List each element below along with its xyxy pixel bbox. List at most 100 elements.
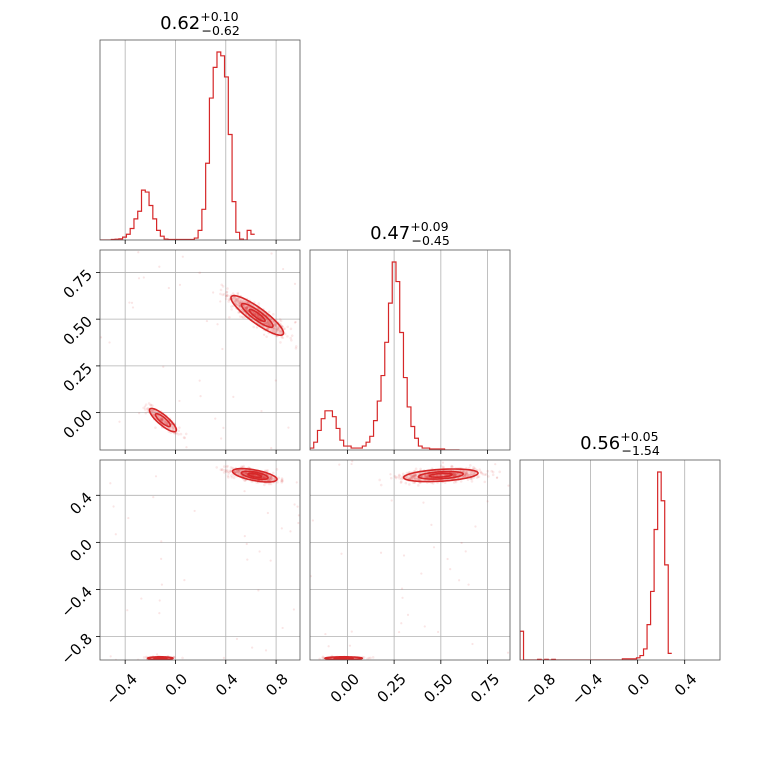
- sample-point: [222, 471, 226, 474]
- sample-point: [231, 297, 235, 300]
- panel-content: [109, 464, 300, 660]
- sample-point: [228, 316, 231, 319]
- sample-point: [245, 308, 249, 312]
- sample-point: [400, 622, 403, 625]
- histogram-step-line: [310, 261, 460, 450]
- title-lower-error: −1.54: [622, 443, 660, 458]
- sample-point: [441, 461, 445, 464]
- sample-point: [266, 321, 270, 325]
- sample-point: [236, 300, 239, 304]
- sample-point: [281, 479, 284, 483]
- sample-point: [161, 417, 165, 421]
- sample-point: [464, 474, 467, 478]
- sample-point: [222, 465, 226, 468]
- sample-point: [454, 472, 458, 475]
- sample-point: [422, 501, 425, 504]
- sample-point: [465, 471, 469, 474]
- sample-point: [227, 300, 230, 303]
- sample-point: [214, 417, 217, 420]
- sample-point: [470, 473, 474, 477]
- sample-point: [487, 475, 490, 478]
- sample-point: [179, 432, 183, 436]
- sample-point: [452, 474, 455, 477]
- sample-point: [297, 514, 300, 517]
- sample-point: [225, 468, 229, 472]
- sample-point: [264, 322, 268, 326]
- sample-point: [221, 468, 224, 472]
- histogram-panel-0: 0.62+0.10 −0.62: [99, 9, 301, 244]
- sample-point: [182, 436, 186, 439]
- sample-point: [237, 469, 241, 473]
- sample-point: [215, 466, 219, 469]
- sample-point: [266, 327, 269, 331]
- sample-point: [397, 473, 401, 477]
- sample-point: [270, 447, 273, 450]
- sample-point: [263, 321, 267, 325]
- sample-point: [263, 483, 266, 487]
- sample-point: [286, 335, 289, 338]
- sample-point: [405, 471, 409, 475]
- sample-point: [233, 297, 237, 301]
- sample-point: [470, 477, 474, 481]
- sample-point: [108, 341, 111, 344]
- sample-point: [466, 472, 469, 476]
- sample-point: [230, 474, 233, 477]
- sample-point: [468, 473, 471, 477]
- x-tick-label: 0.75: [467, 670, 503, 706]
- sample-point: [393, 474, 397, 478]
- sample-point: [311, 519, 315, 522]
- sample-point: [425, 475, 428, 478]
- sample-point: [244, 307, 247, 311]
- sample-point: [272, 329, 276, 333]
- sample-point: [226, 474, 230, 478]
- sample-point: [263, 476, 266, 479]
- sample-point: [275, 328, 279, 332]
- sample-point: [413, 477, 417, 480]
- sample-point: [262, 325, 266, 329]
- sample-point: [414, 477, 418, 481]
- sample-point: [230, 308, 233, 311]
- sample-point: [350, 630, 353, 633]
- sample-point: [160, 583, 164, 586]
- sample-point: [221, 285, 225, 288]
- sample-point: [424, 474, 427, 478]
- sample-point: [238, 304, 242, 308]
- sample-point: [238, 303, 241, 307]
- scatter-panel-0-1: 0.00 0.25 0.50 0.75: [60, 249, 301, 454]
- sample-point: [193, 509, 196, 513]
- sample-point: [236, 299, 240, 303]
- panel-frame: [99, 459, 301, 661]
- sample-point: [266, 321, 270, 325]
- sample-point: [280, 527, 283, 530]
- sample-point: [321, 655, 325, 659]
- panel-content: [310, 460, 510, 660]
- sample-point: [152, 413, 156, 417]
- sample-point: [369, 656, 372, 660]
- sample-point: [162, 365, 165, 368]
- sample-point: [160, 540, 163, 543]
- sample-point: [219, 300, 222, 303]
- sample-point: [271, 478, 274, 481]
- sample-point: [416, 477, 420, 481]
- sample-point: [138, 412, 141, 415]
- sample-point: [237, 469, 241, 473]
- sample-point: [412, 474, 415, 478]
- sample-point: [293, 282, 297, 285]
- sample-point: [235, 470, 239, 473]
- sample-point: [224, 469, 228, 473]
- sample-point: [430, 523, 433, 526]
- sample-point: [237, 470, 240, 473]
- sample-point: [439, 464, 443, 468]
- x-tick-label: 0.50: [420, 670, 456, 706]
- sample-point: [230, 475, 234, 479]
- sample-point: [263, 476, 266, 479]
- sample-point: [466, 473, 469, 477]
- sample-point: [246, 558, 249, 561]
- sample-point: [233, 300, 236, 304]
- sample-point: [230, 305, 233, 308]
- sample-point: [137, 277, 141, 280]
- sample-point: [271, 320, 275, 323]
- sample-point: [263, 475, 266, 479]
- sample-point: [226, 464, 229, 468]
- sample-point: [268, 477, 271, 481]
